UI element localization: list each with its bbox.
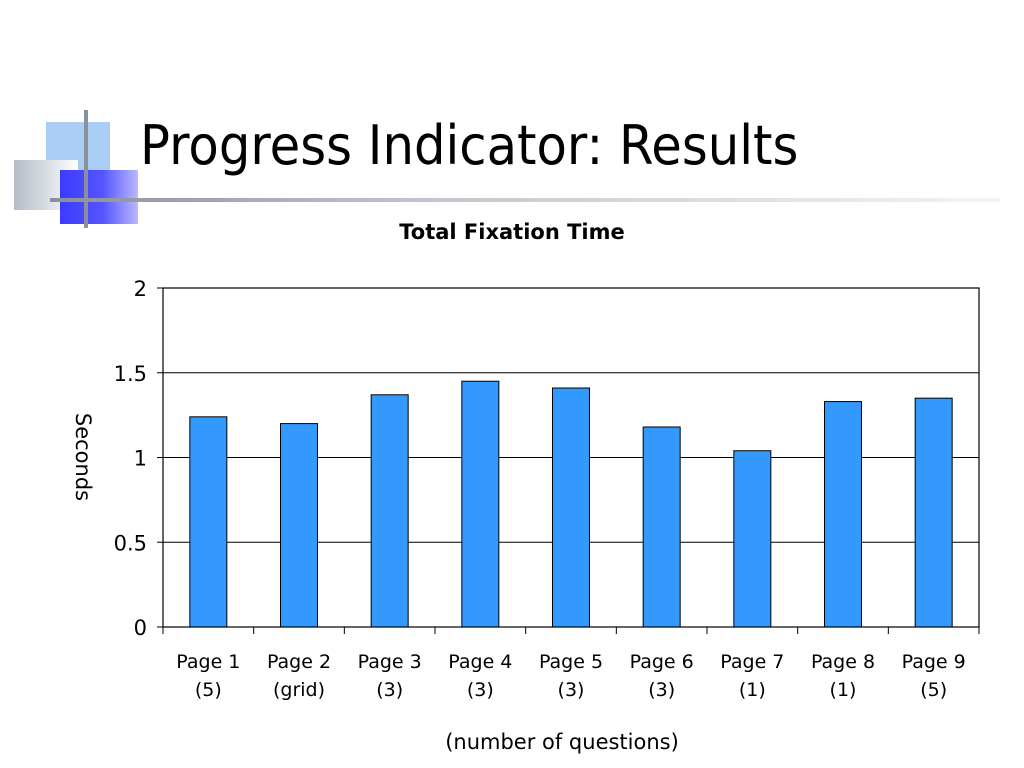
x-tick-label: (5) <box>195 679 222 701</box>
x-tick-label: (1) <box>739 679 766 701</box>
bar <box>552 387 590 628</box>
bar <box>189 416 228 628</box>
bars <box>189 380 953 628</box>
ornament-blue-square <box>60 170 138 224</box>
x-tick-label: Page 5 <box>539 651 603 673</box>
x-tick-label: Page 9 <box>902 651 966 673</box>
ornament-vertical-rule <box>84 110 88 228</box>
axes <box>157 287 980 634</box>
bar <box>733 450 772 628</box>
bar <box>370 394 409 628</box>
chart-title: Total Fixation Time <box>399 220 625 244</box>
x-tick-label: Page 3 <box>358 651 422 673</box>
y-tick-label: 1.5 <box>114 362 147 386</box>
x-tick-label: (3) <box>467 679 494 701</box>
x-tick-label: (3) <box>558 679 585 701</box>
bar <box>914 397 953 628</box>
x-tick-label: (5) <box>920 679 947 701</box>
x-axis-label: (number of questions) <box>445 730 679 754</box>
slide-title: Progress Indicator: Results <box>140 114 799 177</box>
y-tick-label: 1 <box>134 447 147 471</box>
x-tick-label: Page 8 <box>811 651 875 673</box>
bar <box>461 380 500 628</box>
x-tick-label: (3) <box>376 679 403 701</box>
x-tick-label: Page 1 <box>176 651 240 673</box>
axis-labels: 0 0.5 1 1.5 2 Page 1 (5) Page 2 (grid) Page 3 (3) P… <box>114 277 966 701</box>
bar <box>280 423 318 628</box>
x-tick-label: (3) <box>648 679 675 701</box>
bar <box>642 426 681 628</box>
x-tick-label: (1) <box>830 679 857 701</box>
y-tick-label: 0.5 <box>114 531 147 555</box>
x-tick-label: Page 4 <box>448 651 512 673</box>
y-tick-label: 2 <box>134 277 147 301</box>
y-tick-label: 0 <box>134 616 147 640</box>
x-tick-label: Page 2 <box>267 651 331 673</box>
bar <box>824 401 862 628</box>
x-tick-label: Page 6 <box>630 651 694 673</box>
x-tick-label: (grid) <box>273 679 325 701</box>
y-axis-label: Seconds <box>71 413 95 501</box>
title-underline-rule <box>50 198 1000 202</box>
x-tick-label: Page 7 <box>720 651 784 673</box>
